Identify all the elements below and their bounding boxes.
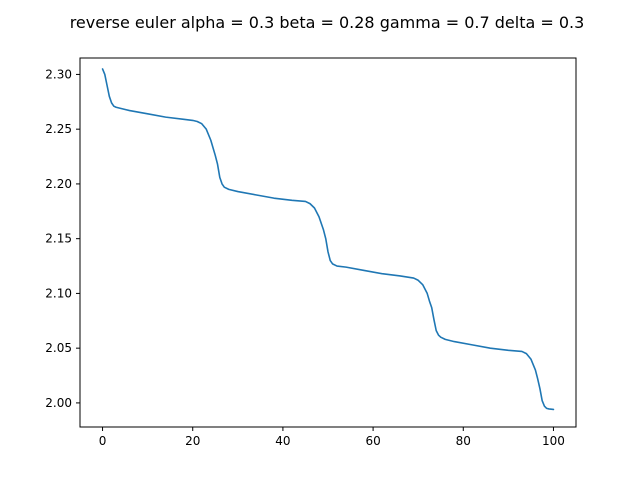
x-tick-label: 20: [185, 434, 200, 448]
plot-area: [80, 58, 576, 427]
y-tick-label: 2.25: [45, 122, 72, 136]
y-tick-label: 2.15: [45, 232, 72, 246]
y-tick-label: 2.00: [45, 396, 72, 410]
y-tick-label: 2.05: [45, 341, 72, 355]
y-axis: 2.00 2.05 2.10 2.15 2.20 2.25 2.30: [45, 67, 80, 410]
x-tick-label: 100: [542, 434, 565, 448]
series-line: [101, 68, 555, 411]
y-tick-label: 2.10: [45, 286, 72, 300]
x-tick-label: 80: [456, 434, 471, 448]
axes-frame: [79, 57, 577, 428]
y-tick-label: 2.30: [45, 67, 72, 81]
y-tick-label: 2.20: [45, 177, 72, 191]
series-layer: [101, 68, 555, 411]
chart-title: reverse euler alpha = 0.3 beta = 0.28 ga…: [70, 13, 585, 32]
x-tick-label: 40: [275, 434, 290, 448]
x-tick-label: 0: [99, 434, 107, 448]
x-axis: 0 20 40 60 80 100: [99, 427, 565, 448]
x-tick-label: 60: [365, 434, 380, 448]
